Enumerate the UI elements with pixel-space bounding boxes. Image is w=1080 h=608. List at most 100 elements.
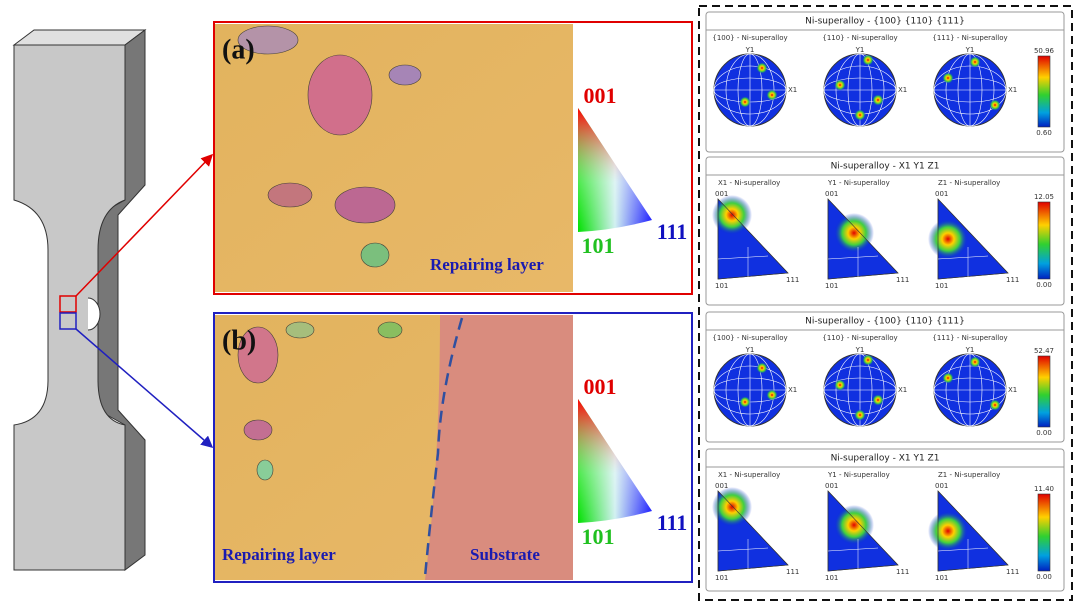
grain: [307, 54, 373, 136]
plot-title: Z1 - Ni-superalloy: [938, 179, 1000, 187]
ipf-grid: [717, 255, 769, 260]
ipf-outline: [827, 198, 899, 280]
ipf-grid: [827, 255, 879, 260]
axis-label: Y1: [855, 346, 865, 354]
axis-label: 101: [715, 282, 728, 290]
ebsd-panel: (a) Repairing layer 001 101 111: [213, 21, 693, 295]
grain: [256, 459, 274, 481]
subpanel-title: Ni-superalloy - X1 Y1 Z1: [831, 454, 940, 464]
ipf-key-shade: [578, 108, 652, 232]
ipf-key-label: 101: [582, 233, 615, 258]
colorbar-min: 0.00: [1036, 573, 1052, 581]
ipf-key-label: 111: [657, 219, 688, 244]
ipf-figure: Ni-superalloy - X1 Y1 Z1 X1 - Ni-superall…: [705, 156, 1065, 306]
grain: [237, 326, 279, 384]
colorbar-max: 50.96: [1034, 47, 1055, 55]
subpanel-title: Ni-superalloy - {100} {110} {111}: [805, 317, 965, 327]
ebsd-panels: (a) Repairing layer 001 101 111 (b) Repairing …: [213, 21, 693, 583]
ipf-grid: [717, 547, 769, 552]
ipf-key-label: 001: [584, 374, 617, 399]
pole-spot: [739, 96, 751, 108]
ipf-outline: [937, 490, 1009, 572]
pole-spot: [969, 56, 981, 68]
ipf-grid: [937, 547, 989, 552]
ipf-hotspot: [712, 195, 752, 235]
axis-label: Y1: [855, 46, 865, 54]
ipf-outline: [827, 490, 899, 572]
axis-label: 101: [935, 574, 948, 582]
pole-spot: [834, 379, 846, 391]
plot-title: {110} - Ni-superalloy: [822, 34, 897, 42]
layer-label: Substrate: [470, 545, 540, 564]
pole-spot: [989, 399, 1001, 411]
ipf-figure: Ni-superalloy - X1 Y1 Z1 X1 - Ni-superall…: [705, 448, 1065, 592]
plot-title: Y1 - Ni-superalloy: [827, 471, 890, 479]
grain: [377, 321, 403, 339]
map-background: [215, 24, 573, 292]
subpanel-title: Ni-superalloy - X1 Y1 Z1: [831, 162, 940, 172]
ipf-grid: [937, 255, 989, 260]
axis-label: Y1: [745, 346, 755, 354]
plot-title: {100} - Ni-superalloy: [712, 334, 787, 342]
colorbar: [1037, 493, 1051, 572]
grain: [360, 242, 390, 268]
axis-label: 101: [935, 282, 948, 290]
ipf-hotspot: [712, 487, 752, 527]
pole-spot: [989, 99, 1001, 111]
ipf-hotspot: [834, 213, 874, 253]
pole-spot: [766, 89, 778, 101]
grain: [285, 321, 315, 339]
panel-label: (a): [222, 34, 255, 65]
ipf-key-label: 111: [657, 510, 688, 535]
axis-label: X1: [898, 86, 907, 94]
panel-border: [213, 312, 693, 583]
axis-label: X1: [1008, 386, 1017, 394]
grain: [334, 186, 396, 224]
plot-title: {111} - Ni-superalloy: [932, 334, 1007, 342]
axis-label: 001: [715, 190, 728, 198]
colorbar-max: 11.40: [1034, 485, 1054, 493]
axis-label: 111: [1006, 276, 1019, 284]
grain: [237, 25, 299, 55]
axis-label: Y1: [745, 46, 755, 54]
axis-label: 001: [715, 482, 728, 490]
pole-spot: [872, 94, 884, 106]
pole-spot: [766, 389, 778, 401]
texture-figures: Ni-superalloy - {100} {110} {111} {100} -…: [705, 11, 1065, 592]
subpanel-title: Ni-superalloy - {100} {110} {111}: [805, 17, 965, 27]
colorbar-min: 0.60: [1036, 129, 1052, 137]
ipf-key-label: 001: [584, 83, 617, 108]
axis-label: 111: [1006, 568, 1019, 576]
pole-spot: [862, 354, 874, 366]
pole-spot: [862, 54, 874, 66]
colorbar-max: 12.05: [1034, 193, 1054, 201]
pole-figure: Ni-superalloy - {100} {110} {111} {100} -…: [705, 311, 1065, 443]
pole-spot: [854, 109, 866, 121]
colorbar-min: 0.00: [1036, 429, 1052, 437]
axis-label: 101: [825, 574, 838, 582]
grain: [243, 419, 273, 441]
colorbar: [1037, 355, 1051, 428]
axis-label: X1: [898, 386, 907, 394]
colorbar: [1037, 201, 1051, 280]
axis-label: Y1: [965, 46, 975, 54]
ipf-outline: [717, 490, 789, 572]
boundary: [423, 317, 464, 578]
axis-label: 111: [786, 276, 799, 284]
axis-label: 111: [896, 276, 909, 284]
specimen: [12, 29, 214, 571]
pole-spot: [942, 372, 954, 384]
ipf-key-shade: [578, 399, 652, 523]
axis-label: X1: [788, 386, 797, 394]
plot-title: Y1 - Ni-superalloy: [827, 179, 890, 187]
plot-title: Z1 - Ni-superalloy: [938, 471, 1000, 479]
layer-label: Repairing layer: [430, 255, 544, 274]
ebsd-panel: (b) Repairing layer Substrate 001 101 111: [213, 312, 693, 583]
axis-label: 001: [935, 482, 948, 490]
panel-label: (b): [222, 325, 256, 356]
ipf-outline: [717, 198, 789, 280]
pole-spot: [756, 362, 768, 374]
axis-label: 111: [896, 568, 909, 576]
axis-label: 001: [825, 190, 838, 198]
